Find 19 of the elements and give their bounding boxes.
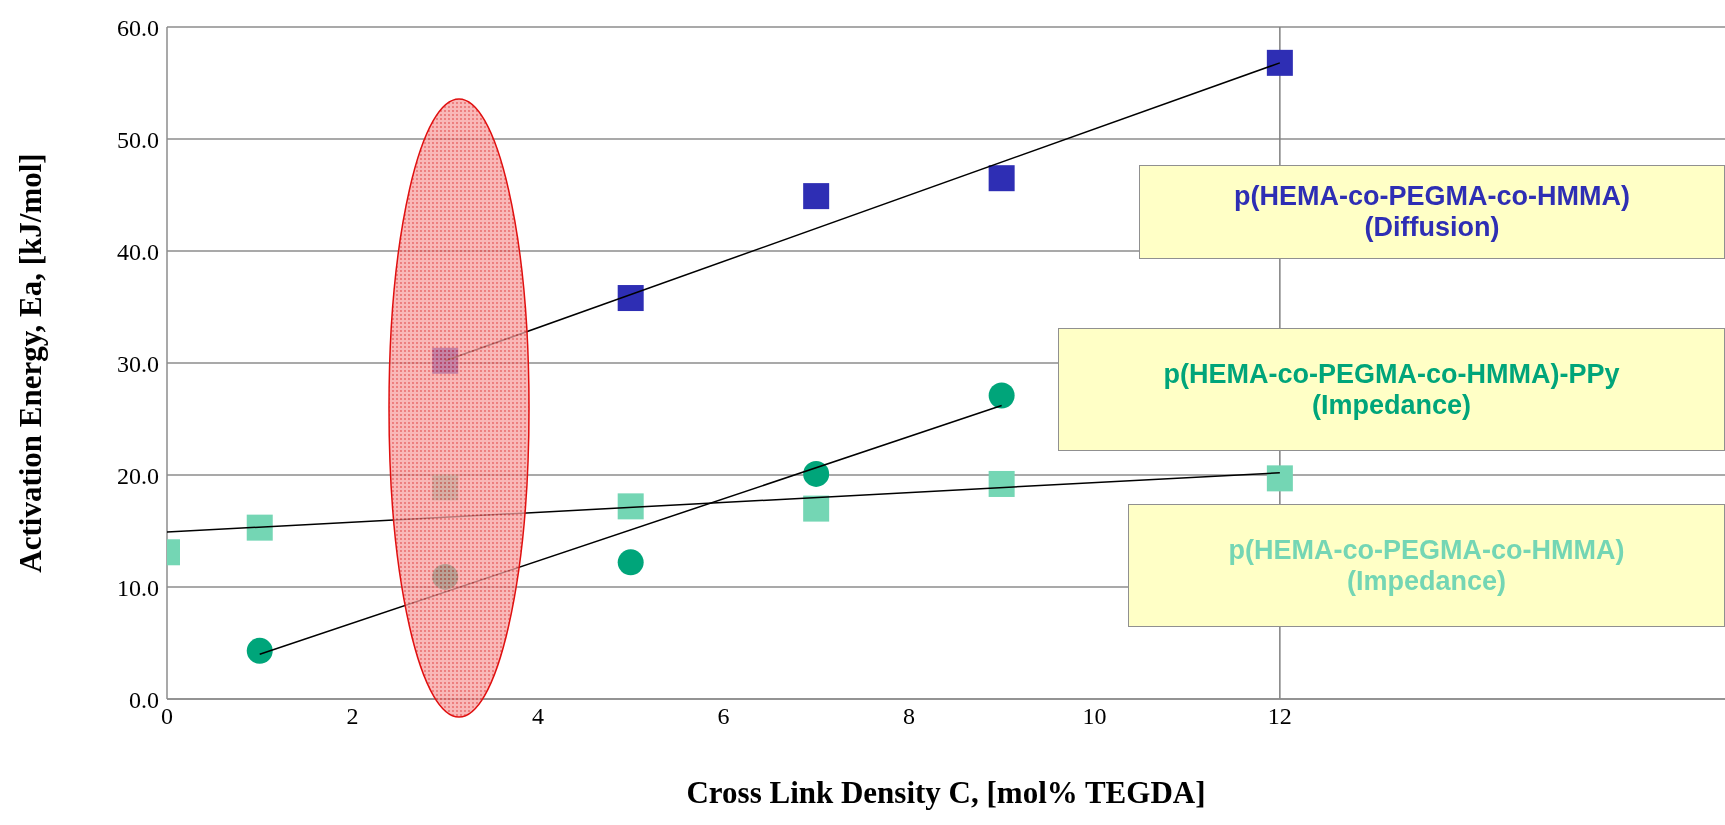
x-tick-label: 4 xyxy=(531,703,544,730)
y-tick-label: 40.0 xyxy=(117,238,159,265)
callout-box: p(HEMA-co-PEGMA-co-HMMA)-PPy (Impedance) xyxy=(1058,328,1725,451)
x-axis-title: Cross Link Density C, [mol% TEGDA] xyxy=(686,775,1206,810)
x-tick-label: 10 xyxy=(1082,703,1107,730)
callout-box: p(HEMA-co-PEGMA-co-HMMA) (Impedance) xyxy=(1128,504,1725,627)
x-tick-label: 8 xyxy=(902,703,915,730)
x-tick-label: 6 xyxy=(717,703,730,730)
y-axis-title: Activation Energy, Ea, [kJ/mol] xyxy=(13,153,49,573)
y-tick-label: 20.0 xyxy=(117,462,159,489)
y-tick-label: 50.0 xyxy=(117,126,159,153)
x-tick-label: 12 xyxy=(1267,703,1292,730)
x-tick-label: 2 xyxy=(346,703,359,730)
callout-box: p(HEMA-co-PEGMA-co-HMMA) (Diffusion) xyxy=(1139,165,1725,259)
y-tick-label: 0.0 xyxy=(129,686,159,713)
y-tick-label: 10.0 xyxy=(117,574,159,601)
y-tick-label: 30.0 xyxy=(117,350,159,377)
y-tick-label: 60.0 xyxy=(117,14,159,41)
x-tick-label: 0 xyxy=(161,703,173,730)
